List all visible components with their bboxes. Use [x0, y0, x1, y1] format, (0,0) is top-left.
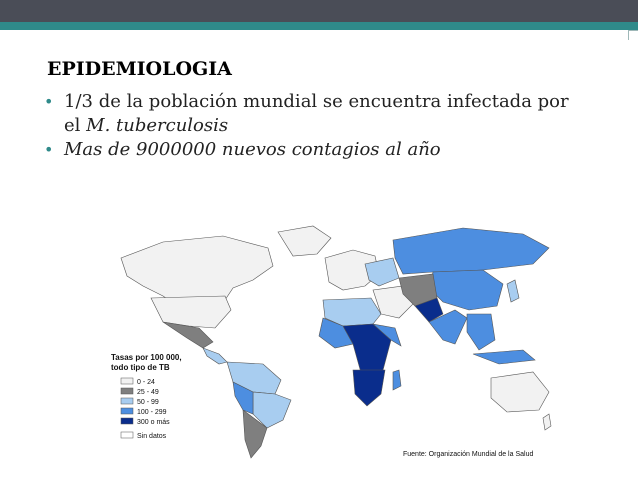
header-bar: [0, 0, 638, 22]
map-australia: [490, 371, 550, 413]
map-indonesia: [472, 349, 536, 365]
map-eastern-europe: [364, 257, 400, 287]
legend-label: 50 - 99: [137, 399, 159, 406]
map-north-america: [120, 235, 274, 315]
bullet-1-text: 1/3 de la población mundial se encuentra…: [64, 91, 569, 136]
bullet-list: • 1/3 de la población mundial se encuent…: [44, 90, 584, 162]
legend-swatch: [120, 417, 134, 425]
map-usa: [150, 295, 232, 329]
legend-label: 100 - 299: [137, 409, 167, 416]
legend-swatch: [120, 377, 134, 385]
map-india: [428, 309, 468, 345]
legend-swatch: [120, 387, 134, 395]
legend-swatch: [120, 431, 134, 439]
map-southern-africa: [352, 369, 386, 407]
legend-label: Sin datos: [137, 433, 167, 440]
map-japan: [506, 279, 520, 303]
map-russia: [392, 227, 550, 275]
map-legend: Tasas por 100 000, todo tipo de TB 0 - 2…: [111, 353, 182, 440]
map-southeast-asia: [466, 313, 496, 351]
map-peru-bolivia: [232, 381, 254, 415]
slide-title: EPIDEMIOLOGIA: [47, 58, 232, 80]
world-tb-map: Tasas por 100 000, todo tipo de TB 0 - 2…: [111, 225, 552, 459]
bullet-icon: •: [44, 140, 54, 159]
bullet-item-2: • Mas de 9000000 nuevos contagios al año: [44, 138, 584, 162]
map-source: Fuente: Organización Mundial de la Salud: [403, 451, 533, 458]
map-new-zealand: [542, 413, 552, 431]
bullet-icon: •: [44, 92, 54, 111]
accent-stripe: [0, 22, 638, 30]
legend-swatch: [120, 407, 134, 415]
bullet-2-text: Mas de 9000000 nuevos contagios al año: [64, 139, 441, 160]
legend-label: 25 - 49: [137, 389, 159, 396]
map-madagascar: [392, 369, 402, 391]
map-china: [428, 269, 504, 311]
legend-title-line1: Tasas por 100 000,: [111, 353, 182, 362]
map-greenland: [277, 225, 332, 257]
legend-title-line2: todo tipo de TB: [111, 363, 170, 372]
map-central-america: [202, 347, 228, 365]
legend-label: 300 o más: [137, 419, 170, 426]
map-west-africa: [318, 317, 354, 349]
map-east-africa: [372, 323, 402, 347]
corner-decoration: [628, 30, 638, 40]
legend-label: 0 - 24: [137, 379, 155, 386]
bullet-1-italic: M. tuberculosis: [86, 115, 229, 136]
bullet-item-1: • 1/3 de la población mundial se encuent…: [44, 90, 584, 138]
map-southern-cone: [242, 409, 268, 459]
map-afghanistan-pakistan: [414, 297, 444, 323]
legend-swatch: [120, 397, 134, 405]
